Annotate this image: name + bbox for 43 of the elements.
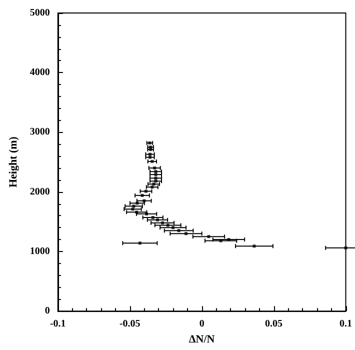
- x-tick-label: 0.05: [265, 318, 283, 330]
- point: [142, 199, 146, 202]
- point: [150, 160, 154, 163]
- point: [132, 204, 136, 208]
- point: [135, 210, 138, 214]
- point: [161, 221, 164, 224]
- point: [131, 208, 134, 211]
- point: [152, 182, 156, 186]
- y-tick-label: 5000: [30, 8, 50, 18]
- point: [156, 218, 159, 222]
- point: [154, 180, 158, 183]
- x-tick-label: -0.05: [119, 318, 140, 330]
- point: [151, 216, 154, 219]
- point: [153, 166, 156, 170]
- point: [144, 190, 148, 193]
- y-tick-label: 3000: [30, 126, 50, 138]
- point: [138, 242, 142, 245]
- point: [344, 246, 348, 250]
- point: [252, 244, 256, 248]
- x-tick-label: 0.1: [340, 318, 352, 330]
- x-axis-title: ΔN/N: [188, 334, 215, 346]
- point: [184, 232, 188, 236]
- y-tick-label: 1000: [30, 246, 50, 257]
- point: [166, 224, 170, 227]
- point: [148, 156, 152, 159]
- point: [177, 229, 180, 232]
- y-tick-label: 2000: [30, 186, 50, 198]
- point: [150, 186, 154, 189]
- y-tick-label: 4000: [30, 67, 50, 78]
- point: [145, 212, 148, 216]
- point: [207, 235, 210, 238]
- x-tick-label: -0.1: [50, 318, 66, 330]
- point: [154, 170, 158, 174]
- point: [154, 173, 158, 176]
- x-tick-label: 0: [199, 318, 204, 330]
- point: [227, 238, 230, 242]
- point: [154, 176, 158, 180]
- point: [172, 226, 175, 230]
- y-tick-label: 0: [44, 306, 50, 317]
- point: [140, 194, 144, 197]
- point: [136, 202, 139, 205]
- y-axis-title: Height (m): [8, 136, 20, 188]
- point: [148, 152, 152, 156]
